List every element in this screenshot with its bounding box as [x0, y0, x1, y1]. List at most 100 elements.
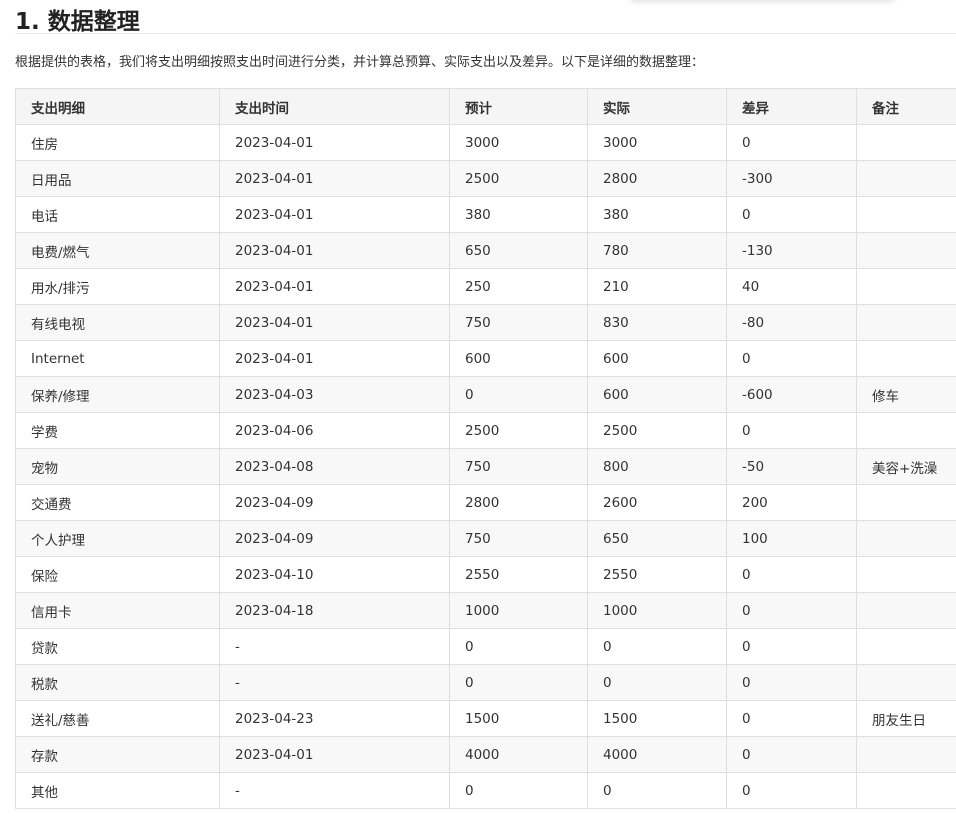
- table-cell: 2023-04-01: [219, 232, 450, 269]
- table-cell: 2023-04-23: [219, 700, 450, 737]
- table-cell: 0: [587, 664, 727, 701]
- table-cell: 0: [449, 772, 588, 809]
- table-cell: 1000: [587, 592, 727, 629]
- table-row: 有线电视 2023-04-01 750 830 -80: [15, 304, 956, 341]
- table-cell: [856, 268, 956, 305]
- table-cell: 780: [587, 232, 727, 269]
- table-cell: 0: [449, 664, 588, 701]
- table-cell: [856, 412, 956, 449]
- table-cell: 0: [726, 700, 857, 737]
- table-cell: -300: [726, 160, 857, 197]
- table-cell: 贷款: [15, 628, 220, 665]
- table-cell: 600: [449, 340, 588, 377]
- table-cell: [856, 736, 956, 773]
- table-cell: 2800: [449, 484, 588, 521]
- table-row: 宠物 2023-04-08 750 800 -50 美容+洗澡: [15, 448, 956, 485]
- table-cell: 200: [726, 484, 857, 521]
- table-cell: 2023-04-03: [219, 376, 450, 413]
- table-cell: 朋友生日: [856, 700, 956, 737]
- table-cell: 2023-04-01: [219, 268, 450, 305]
- table-cell: 0: [587, 772, 727, 809]
- table-cell: 800: [587, 448, 727, 485]
- table-row: 保险 2023-04-10 2550 2550 0: [15, 556, 956, 593]
- table-cell: 210: [587, 268, 727, 305]
- table-cell: 保险: [15, 556, 220, 593]
- table-cell: 3000: [587, 124, 727, 161]
- table-row: 存款 2023-04-01 4000 4000 0: [15, 736, 956, 773]
- table-cell: 250: [449, 268, 588, 305]
- table-cell: [856, 556, 956, 593]
- table-header-row: 支出明细 支出时间 预计 实际 差异 备注: [15, 88, 956, 125]
- table-cell: 2023-04-01: [219, 124, 450, 161]
- table-cell: 2023-04-01: [219, 736, 450, 773]
- table-cell: 750: [449, 448, 588, 485]
- table-cell: 1500: [587, 700, 727, 737]
- table-cell: 750: [449, 304, 588, 341]
- table-cell: 4000: [449, 736, 588, 773]
- table-row: 送礼/慈善 2023-04-23 1500 1500 0 朋友生日: [15, 700, 956, 737]
- table-row: 日用品 2023-04-01 2500 2800 -300: [15, 160, 956, 197]
- table-cell: 1000: [449, 592, 588, 629]
- table-row: 个人护理 2023-04-09 750 650 100: [15, 520, 956, 557]
- table-cell: 2500: [449, 412, 588, 449]
- table-cell: [856, 124, 956, 161]
- table-row: 学费 2023-04-06 2500 2500 0: [15, 412, 956, 449]
- table-cell: 0: [726, 628, 857, 665]
- table-cell: 0: [726, 124, 857, 161]
- table-cell: 0: [726, 736, 857, 773]
- table-cell: [856, 340, 956, 377]
- table-cell: 0: [726, 196, 857, 233]
- table-cell: -130: [726, 232, 857, 269]
- table-cell: 2550: [587, 556, 727, 593]
- table-cell: 600: [587, 376, 727, 413]
- table-cell: 0: [726, 412, 857, 449]
- table-cell: 2023-04-10: [219, 556, 450, 593]
- table-cell: 2023-04-18: [219, 592, 450, 629]
- table-cell: 2023-04-01: [219, 196, 450, 233]
- table-row: 贷款 -0 0 0: [15, 628, 956, 665]
- table-row: 信用卡 2023-04-18 1000 1000 0: [15, 592, 956, 629]
- table-cell: 送礼/慈善: [15, 700, 220, 737]
- table-cell: [856, 196, 956, 233]
- table-cell: 日用品: [15, 160, 220, 197]
- table-cell: [856, 304, 956, 341]
- table-row: 电费/燃气 2023-04-01 650 780 -130: [15, 232, 956, 269]
- table-cell: 宠物: [15, 448, 220, 485]
- table-cell: 0: [726, 556, 857, 593]
- table-cell: 其他: [15, 772, 220, 809]
- table-cell: 0: [726, 664, 857, 701]
- expense-table: 支出明细 支出时间 预计 实际 差异 备注 住房 2023-04-01 3000 3000 0 日用…: [15, 88, 956, 809]
- table-row: Internet 2023-04-01 600 600 0: [15, 340, 956, 377]
- table-cell: 保养/修理: [15, 376, 220, 413]
- table-cell: 信用卡: [15, 592, 220, 629]
- table-cell: -: [219, 628, 450, 665]
- table-cell: [856, 592, 956, 629]
- table-cell: 830: [587, 304, 727, 341]
- table-cell: 2023-04-08: [219, 448, 450, 485]
- table-cell: 2800: [587, 160, 727, 197]
- table-cell: [856, 484, 956, 521]
- table-cell: 2500: [587, 412, 727, 449]
- table-row: 保养/修理 2023-04-03 0 600 -600 修车: [15, 376, 956, 413]
- table-cell: 650: [449, 232, 588, 269]
- table-cell: 750: [449, 520, 588, 557]
- table-cell: 电费/燃气: [15, 232, 220, 269]
- table-cell: 2500: [449, 160, 588, 197]
- table-cell: 0: [726, 340, 857, 377]
- table-cell: 2023-04-01: [219, 340, 450, 377]
- table-cell: Internet: [15, 340, 220, 377]
- table-cell: -600: [726, 376, 857, 413]
- table-cell: 650: [587, 520, 727, 557]
- table-cell: 3000: [449, 124, 588, 161]
- table-row: 电话 2023-04-01 380 380 0: [15, 196, 956, 233]
- column-header: 预计: [449, 88, 588, 125]
- table-cell: 住房: [15, 124, 220, 161]
- table-cell: 有线电视: [15, 304, 220, 341]
- table-cell: 1500: [449, 700, 588, 737]
- table-cell: 用水/排污: [15, 268, 220, 305]
- column-header: 支出时间: [219, 88, 450, 125]
- table-row: 住房 2023-04-01 3000 3000 0: [15, 124, 956, 161]
- table-cell: [856, 232, 956, 269]
- table-cell: -50: [726, 448, 857, 485]
- table-cell: 0: [449, 376, 588, 413]
